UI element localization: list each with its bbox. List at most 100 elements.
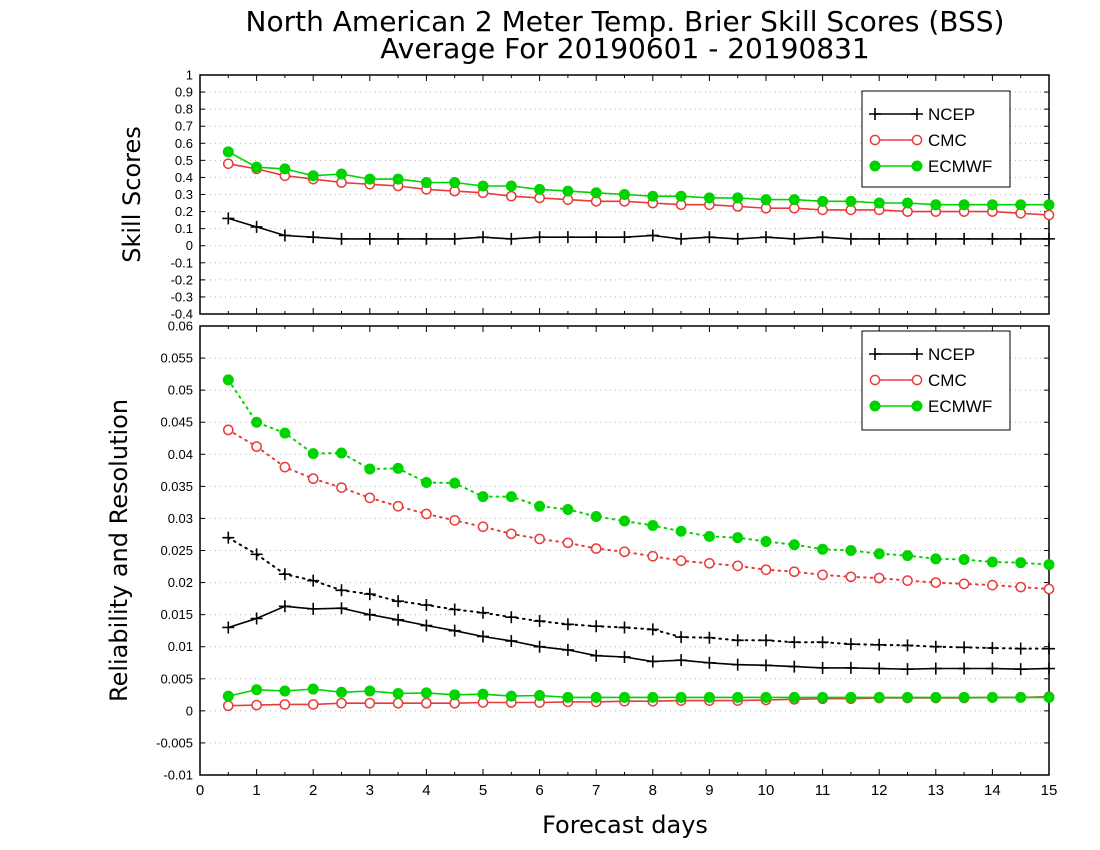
data-point-cmc	[336, 482, 347, 493]
data-point-ncep	[420, 232, 433, 245]
data-point-cmc	[505, 190, 517, 202]
data-point-ncep	[618, 621, 631, 634]
data-point-ncep	[618, 231, 631, 244]
y-tick-label: 0.6	[175, 136, 193, 151]
data-point-cmc	[222, 158, 234, 170]
data-point-ecmwf	[986, 691, 998, 703]
data-point-ecmwf	[873, 548, 885, 560]
x-tick-label: 7	[592, 782, 600, 799]
data-point-cmc	[336, 697, 347, 709]
data-point-cmc	[1043, 209, 1055, 221]
data-point-ecmwf	[760, 194, 772, 206]
y-tick-label: 0.055	[160, 351, 193, 366]
data-point-ncep	[703, 656, 716, 669]
data-point-ncep	[1043, 662, 1055, 675]
data-point-ncep	[335, 602, 348, 615]
data-point-ncep	[731, 232, 744, 245]
data-point-ecmwf	[647, 519, 659, 531]
data-point-ncep	[1014, 232, 1027, 245]
y-tick-label: 0.01	[168, 639, 193, 654]
x-tick-label: 10	[758, 782, 775, 799]
x-tick-label: 13	[927, 782, 944, 799]
data-point-cmc	[788, 566, 800, 578]
data-point-ecmwf	[364, 685, 376, 697]
data-point-ecmwf	[986, 556, 998, 568]
y-tick-label: 0.3	[175, 187, 193, 202]
x-tick-label: 8	[649, 782, 657, 799]
data-point-ncep	[448, 624, 461, 637]
data-point-ecmwf	[477, 491, 489, 503]
data-point-ncep	[873, 638, 886, 651]
data-point-ecmwf	[1043, 199, 1055, 211]
data-point-ncep	[590, 620, 603, 633]
data-point-ecmwf	[420, 687, 432, 699]
data-point-ecmwf	[845, 691, 857, 703]
data-point-ecmwf	[958, 199, 970, 211]
data-point-ecmwf	[647, 190, 659, 202]
legend-marker-ncep	[911, 348, 923, 360]
data-point-ncep	[250, 220, 263, 233]
data-point-ecmwf	[307, 170, 319, 182]
data-point-ncep	[505, 634, 518, 647]
data-point-ecmwf	[222, 374, 234, 386]
y-tick-label: -0.01	[163, 768, 193, 783]
x-axis-label: Forecast days	[542, 811, 708, 839]
data-point-ecmwf	[477, 688, 489, 700]
data-point-ncep	[392, 613, 405, 626]
data-point-ecmwf	[279, 163, 291, 175]
data-point-ecmwf	[845, 545, 857, 556]
data-point-ncep	[505, 232, 518, 245]
data-point-ecmwf	[675, 190, 687, 202]
data-point-ncep	[335, 584, 348, 597]
data-point-ecmwf	[222, 690, 234, 702]
data-point-ncep	[675, 232, 688, 245]
data-point-ncep	[1043, 232, 1055, 245]
data-point-ecmwf	[732, 192, 744, 204]
legend-box	[861, 90, 1011, 188]
data-point-ecmwf	[364, 173, 376, 185]
x-tick-label: 6	[535, 782, 543, 799]
y-tick-label: 0	[186, 238, 193, 253]
y-tick-label: 0.045	[160, 415, 193, 430]
y-tick-label: 0.03	[168, 511, 193, 526]
data-point-cmc	[421, 508, 432, 520]
data-point-ecmwf	[732, 691, 744, 703]
data-point-ncep	[986, 662, 999, 675]
data-point-ncep	[958, 232, 971, 245]
data-point-ecmwf	[732, 532, 744, 544]
data-point-ncep	[844, 638, 857, 651]
data-point-cmc	[590, 543, 602, 554]
y-tick-label: 0.05	[168, 383, 193, 398]
data-point-ecmwf	[619, 691, 630, 703]
data-point-ncep	[760, 634, 772, 647]
data-point-ncep	[505, 611, 518, 624]
data-point-ncep	[816, 231, 829, 244]
data-point-ecmwf	[760, 536, 772, 548]
data-point-ecmwf	[336, 686, 347, 698]
data-point-ncep	[1014, 642, 1027, 655]
data-point-ncep	[901, 663, 914, 676]
data-point-ecmwf	[364, 463, 376, 475]
data-point-cmc	[279, 699, 291, 710]
data-point-ecmwf	[590, 691, 602, 703]
y-tick-label: -0.005	[156, 735, 193, 750]
data-point-ncep	[929, 232, 942, 245]
data-point-cmc	[307, 473, 319, 485]
legend-marker-cmc	[869, 134, 881, 146]
data-point-ecmwf	[505, 180, 517, 192]
data-point-cmc	[732, 560, 744, 572]
data-point-ncep	[929, 662, 942, 675]
data-point-ncep	[788, 232, 801, 245]
data-point-cmc	[477, 521, 489, 533]
y-tick-label: 0.5	[175, 153, 193, 168]
data-point-ecmwf	[279, 427, 291, 439]
y-tick-label: 0	[186, 703, 193, 718]
data-point-ncep	[873, 232, 886, 245]
x-tick-label: 5	[479, 782, 487, 799]
y-tick-label: -0.4	[171, 307, 193, 322]
data-point-ncep	[477, 606, 489, 619]
data-point-ncep	[363, 608, 376, 621]
data-point-ncep	[703, 631, 716, 644]
data-point-ncep	[561, 643, 574, 656]
chart-title-line2: Average For 20190601 - 20190831	[380, 32, 869, 65]
